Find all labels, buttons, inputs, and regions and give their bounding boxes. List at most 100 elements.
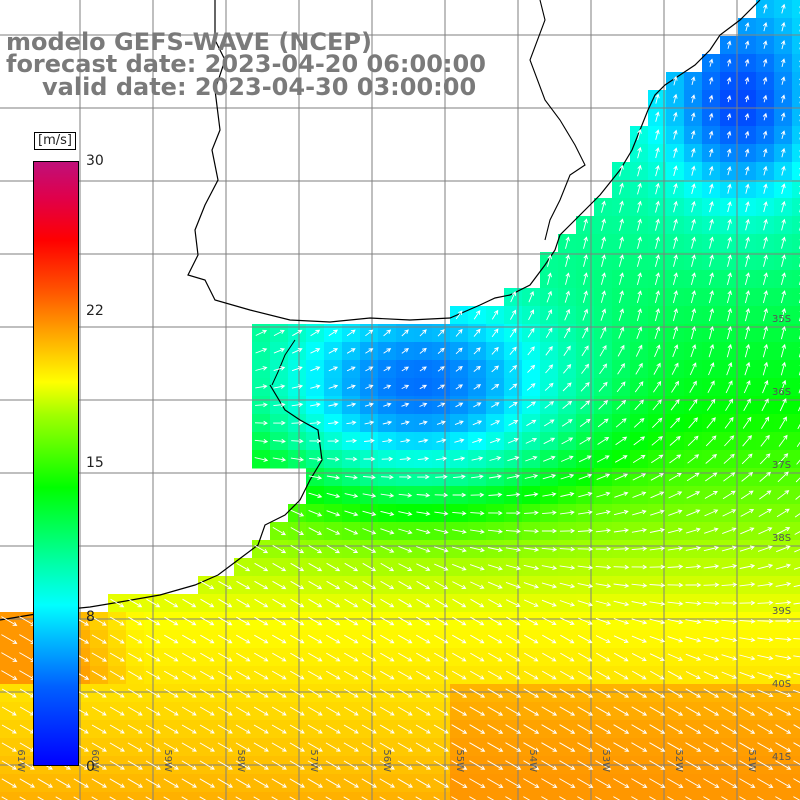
wind-arrow — [109, 778, 126, 788]
wind-arrow — [470, 581, 485, 589]
wind-arrow — [415, 778, 432, 788]
wind-arrow — [690, 290, 696, 304]
wind-arrow — [127, 760, 143, 770]
wind-arrow — [545, 364, 554, 374]
wind-arrow — [619, 200, 624, 213]
wind-arrow — [235, 724, 251, 734]
wind-arrow — [253, 796, 261, 800]
lon-label: 51W — [746, 749, 757, 772]
wind-arrow — [91, 796, 99, 800]
wind-arrow — [775, 637, 792, 642]
wind-arrow — [308, 634, 323, 644]
wind-arrow — [55, 778, 72, 788]
wind-arrow — [775, 655, 792, 661]
argentina-coast — [0, 384, 323, 621]
wind-arrow — [290, 616, 305, 626]
wind-arrow — [127, 670, 143, 680]
wind-arrow — [217, 688, 233, 698]
wind-arrow — [397, 778, 414, 788]
wind-arrow — [489, 456, 502, 461]
wind-arrow — [563, 345, 571, 356]
wind-arrow — [595, 600, 612, 607]
wind-arrow — [757, 654, 774, 661]
wind-arrow — [344, 510, 359, 517]
wind-arrow — [73, 778, 90, 788]
wind-arrow — [346, 420, 357, 426]
wind-arrow — [685, 653, 702, 661]
wind-arrow — [361, 760, 377, 770]
wind-arrow — [289, 760, 305, 770]
wind-arrow — [273, 402, 286, 408]
wind-cell — [792, 18, 800, 37]
wind-arrow — [726, 307, 733, 322]
wind-arrow — [688, 398, 698, 411]
wind-arrow — [181, 670, 197, 680]
wind-arrow — [744, 307, 751, 322]
wind-arrow — [308, 616, 323, 626]
wind-cell — [792, 180, 800, 199]
wind-arrow — [599, 344, 607, 357]
wind-arrow — [271, 724, 287, 734]
wind-arrow — [794, 513, 800, 518]
wind-arrow — [596, 455, 610, 463]
wind-arrow — [343, 796, 351, 800]
wind-arrow — [506, 652, 521, 662]
wind-arrow — [490, 402, 500, 408]
wind-arrow — [762, 130, 768, 139]
wind-arrow — [200, 652, 215, 662]
wind-arrow — [182, 634, 197, 644]
wind-arrow — [217, 796, 225, 800]
wind-arrow — [739, 796, 747, 800]
wind-arrow — [307, 670, 323, 680]
wind-arrow — [473, 310, 481, 320]
wind-arrow — [704, 491, 718, 499]
wind-arrow — [453, 474, 466, 480]
wind-arrow — [541, 599, 557, 607]
wind-arrow — [688, 417, 699, 429]
wind-arrow — [703, 654, 720, 661]
wind-arrow — [415, 688, 431, 698]
wind-arrow — [127, 688, 143, 698]
wind-arrow — [365, 366, 374, 372]
wind-arrow — [469, 706, 486, 716]
wind-arrow — [744, 40, 750, 49]
wind-arrow — [91, 688, 107, 698]
wind-arrow — [686, 491, 701, 499]
wind-arrow — [596, 509, 611, 515]
wind-arrow — [636, 326, 643, 339]
wind-arrow — [362, 580, 377, 590]
wind-arrow — [631, 706, 648, 716]
wind-arrow — [523, 670, 539, 680]
wind-arrow — [418, 438, 429, 443]
wind-arrow — [706, 417, 716, 429]
wind-arrow — [523, 547, 540, 552]
wind-arrow — [763, 254, 768, 267]
wind-arrow — [703, 545, 720, 552]
wind-arrow — [582, 290, 588, 303]
wind-arrow — [416, 528, 431, 535]
wind-arrow — [739, 563, 756, 569]
lon-label: 58W — [235, 749, 246, 772]
wind-arrow — [762, 94, 768, 103]
wind-arrow — [721, 778, 738, 788]
wind-arrow — [635, 362, 643, 375]
wind-arrow — [218, 652, 233, 662]
wind-arrow — [577, 742, 594, 752]
wind-arrow — [703, 619, 720, 624]
wind-arrow — [383, 384, 392, 389]
wind-arrow — [399, 474, 412, 480]
wind-arrow — [601, 200, 606, 213]
wind-arrow — [741, 453, 753, 465]
wind-arrow — [433, 706, 449, 716]
wind-arrow — [217, 706, 233, 716]
wind-arrow — [613, 724, 630, 734]
wind-arrow — [491, 365, 500, 373]
wind-arrow — [745, 183, 750, 194]
wind-arrow — [253, 670, 269, 680]
wind-arrow — [344, 598, 359, 608]
wind-cell — [216, 792, 235, 800]
wind-cell — [576, 792, 595, 800]
wind-arrow — [308, 509, 323, 517]
wind-arrow — [705, 453, 718, 464]
wind-arrow — [670, 399, 680, 411]
